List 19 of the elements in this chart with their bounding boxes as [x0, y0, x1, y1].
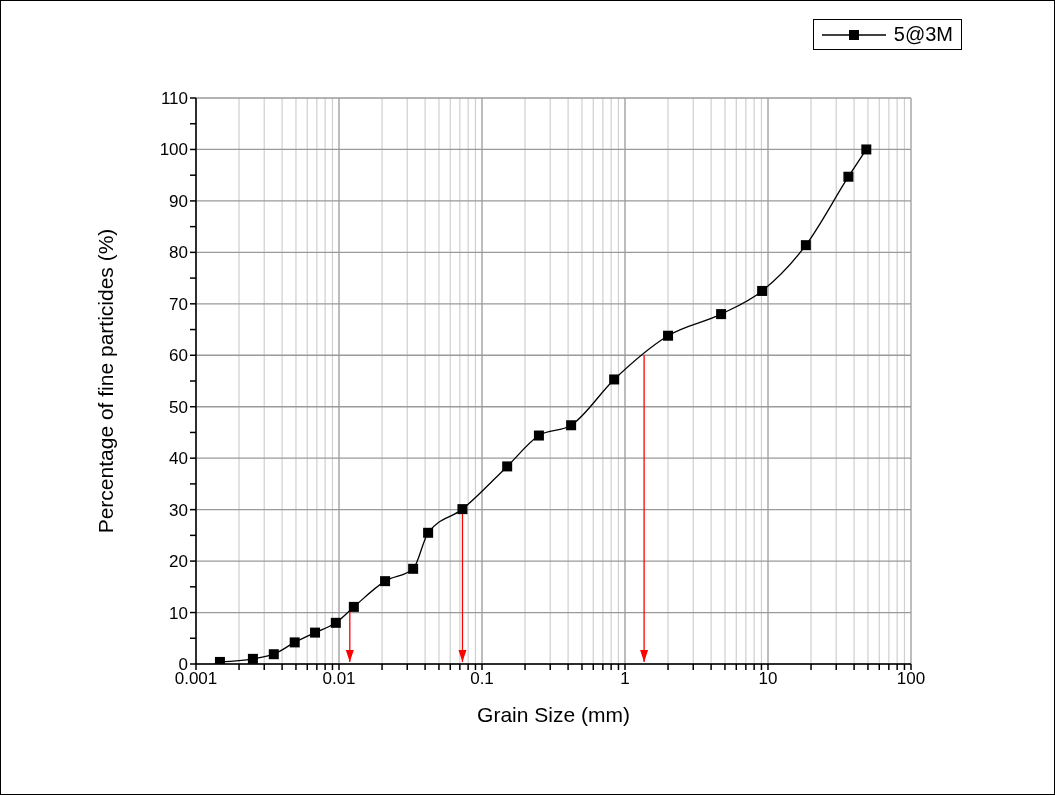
y-tick-label: 80	[169, 243, 188, 263]
y-tick-label: 20	[169, 552, 188, 572]
x-tick-label: 10	[758, 669, 778, 689]
legend-label: 5@3M	[893, 23, 953, 46]
y-tick-label: 10	[169, 603, 188, 623]
y-tick-label: 50	[169, 397, 188, 417]
x-tick-label: 100	[896, 669, 926, 689]
y-tick-label: 40	[169, 449, 188, 469]
y-tick-label: 70	[169, 294, 188, 314]
y-axis-title: Percentage of fine particides (%)	[94, 228, 118, 534]
y-tick-label: 110	[160, 89, 188, 109]
x-axis-title: Grain Size (mm)	[477, 703, 630, 726]
y-tick-label: 60	[169, 346, 188, 366]
x-tick-label: 1	[620, 669, 630, 689]
x-tick-label: 0.1	[470, 669, 494, 689]
x-tick-label: 0.01	[322, 669, 356, 689]
y-tick-label: 90	[169, 191, 188, 211]
y-tick-label: 30	[169, 500, 188, 520]
y-tick-label: 100	[159, 140, 188, 160]
